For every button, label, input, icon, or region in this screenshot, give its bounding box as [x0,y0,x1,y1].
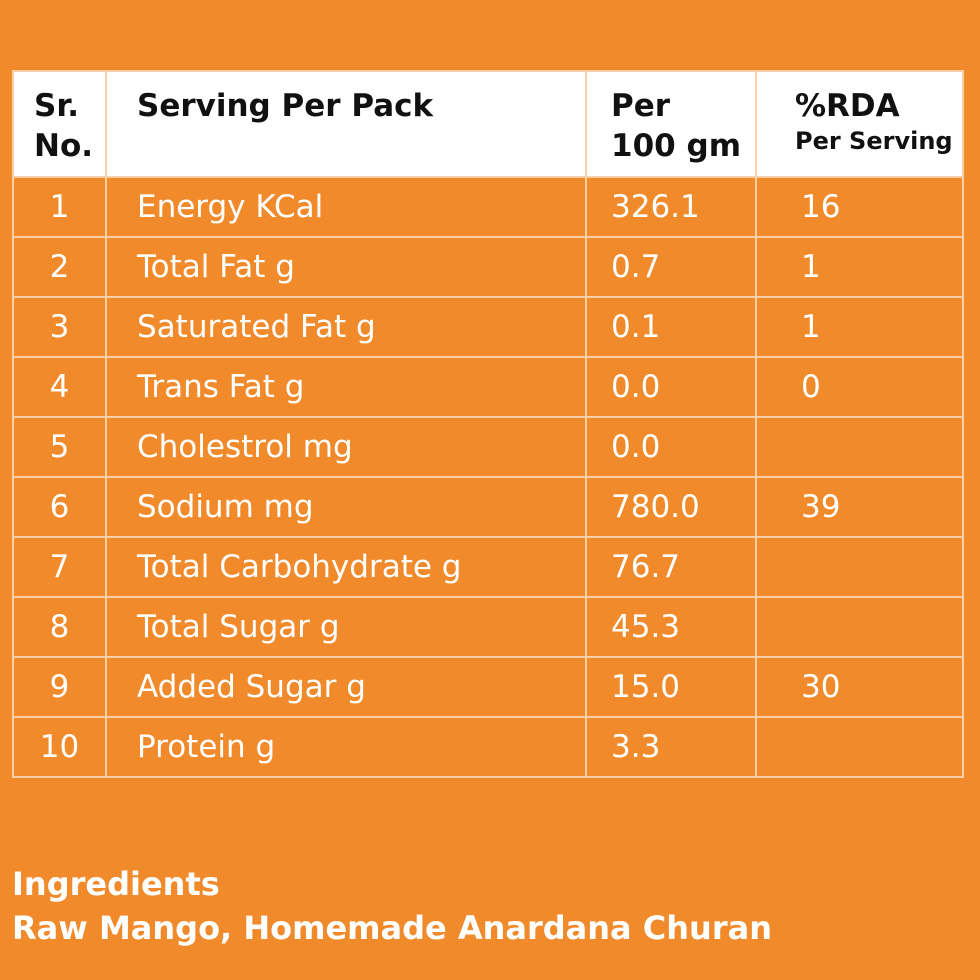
table-cell: 2 [12,236,107,298]
table-cell: 10 [12,716,107,778]
table-body: 1 Energy KCal 326.1 16 2 Total Fat g 0.7 1 3 Satu… [12,176,964,778]
ingredients-text: Raw Mango, Homemade Anardana Churan [12,909,772,947]
table-cell: 326.1 [585,176,757,238]
table-row: 5 Cholestrol mg 0.0 [12,416,964,478]
table-cell: 0.0 [585,356,757,418]
table-cell: 0.7 [585,236,757,298]
header-row: Sr. No. Serving Per Pack Per 100 gm %RDA Per S… [12,70,964,178]
header-cell: Per 100 gm [585,70,757,178]
header-text: Serving Per Pack [137,88,434,124]
table-cell: 0 [755,356,964,418]
ingredients: Ingredients Raw Mango, Homemade Anardana… [12,862,772,950]
table-cell: 8 [12,596,107,658]
table-cell [755,536,964,598]
table-cell: 16 [755,176,964,238]
table-cell: Cholestrol mg [105,416,587,478]
table-row: 4 Trans Fat g 0.0 0 [12,356,964,418]
table-cell: 1 [12,176,107,238]
ingredients-title: Ingredients [12,865,220,903]
table-cell: 1 [755,236,964,298]
table-cell: Total Fat g [105,236,587,298]
header-cell: Serving Per Pack [105,70,587,178]
header-text: Per [611,88,671,124]
table-cell: 0.1 [585,296,757,358]
table-cell: Total Sugar g [105,596,587,658]
table-cell: 0.0 [585,416,757,478]
header-text: Sr. [34,88,79,124]
table-row: 3 Saturated Fat g 0.1 1 [12,296,964,358]
table-cell [755,716,964,778]
table-cell: Trans Fat g [105,356,587,418]
header-cell: Sr. No. [12,70,107,178]
table-cell: 1 [755,296,964,358]
table-cell: 76.7 [585,536,757,598]
table-row: 10 Protein g 3.3 [12,716,964,778]
header-text: %RDA [795,88,900,124]
table-cell: 780.0 [585,476,757,538]
table-cell: 45.3 [585,596,757,658]
table-row: 2 Total Fat g 0.7 1 [12,236,964,298]
table-cell: 39 [755,476,964,538]
table-cell [755,596,964,658]
table-cell: 5 [12,416,107,478]
table-row: 6 Sodium mg 780.0 39 [12,476,964,538]
header-cell: %RDA Per Serving [755,70,964,178]
table-cell: 7 [12,536,107,598]
nutrition-table: Sr. No. Serving Per Pack Per 100 gm %RDA Per S… [12,70,964,778]
table-cell: Sodium mg [105,476,587,538]
table-row: 7 Total Carbohydrate g 76.7 [12,536,964,598]
table-cell: 30 [755,656,964,718]
table-row: 8 Total Sugar g 45.3 [12,596,964,658]
table-cell: Energy KCal [105,176,587,238]
header-text: Per Serving [795,127,953,155]
table-cell: Protein g [105,716,587,778]
header-text: No. [34,128,94,164]
table-cell: 4 [12,356,107,418]
table-cell: 3 [12,296,107,358]
header-text: 100 gm [611,128,741,164]
table-cell: 3.3 [585,716,757,778]
table-cell [755,416,964,478]
table-cell: Total Carbohydrate g [105,536,587,598]
table-cell: 9 [12,656,107,718]
table-cell: 6 [12,476,107,538]
table-cell: Added Sugar g [105,656,587,718]
table-cell: Saturated Fat g [105,296,587,358]
table-row: 1 Energy KCal 326.1 16 [12,176,964,238]
table-cell: 15.0 [585,656,757,718]
table-row: 9 Added Sugar g 15.0 30 [12,656,964,718]
